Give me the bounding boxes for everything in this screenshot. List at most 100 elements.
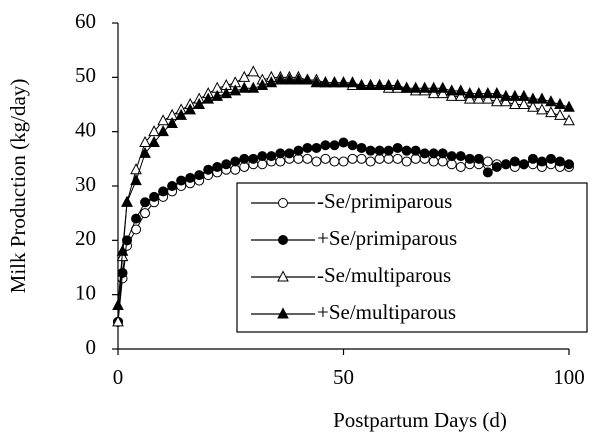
data-point (211, 89, 224, 101)
x-tick-label: 0 (113, 365, 124, 389)
data-point (518, 89, 530, 101)
legend-marker (278, 235, 288, 245)
data-point (481, 87, 494, 99)
data-point (437, 148, 448, 159)
data-point (238, 70, 251, 82)
data-point (301, 73, 314, 85)
data-point (427, 87, 440, 99)
data-point (545, 153, 556, 164)
data-point (275, 156, 286, 167)
data-point (311, 156, 322, 167)
data-point (428, 156, 439, 167)
data-point (338, 156, 349, 167)
data-point (194, 170, 205, 181)
data-point (554, 108, 566, 120)
y-tick-label: 40 (75, 117, 96, 141)
data-point (239, 153, 250, 164)
data-point (275, 148, 286, 159)
data-point (481, 92, 494, 104)
data-point (302, 153, 313, 164)
data-point (221, 159, 232, 170)
data-point (472, 87, 485, 99)
data-point (418, 81, 431, 93)
data-point (500, 159, 511, 170)
data-point (545, 106, 557, 118)
data-point (257, 151, 268, 162)
data-point (401, 156, 412, 167)
data-point (445, 84, 458, 96)
data-point (184, 103, 196, 115)
data-point (293, 145, 304, 156)
data-point (140, 197, 151, 208)
data-point (491, 95, 503, 107)
data-point (454, 89, 467, 101)
data-point (117, 267, 128, 278)
y-tick-label: 0 (86, 335, 97, 359)
data-point (427, 81, 440, 93)
data-point (347, 140, 358, 151)
data-point (238, 81, 251, 93)
legend-label: -Se/primiparous (317, 189, 452, 213)
data-point (130, 163, 142, 175)
data-point (509, 97, 521, 109)
data-point (139, 146, 151, 158)
data-point (365, 145, 376, 156)
legend-marker (277, 307, 289, 319)
data-point (374, 145, 385, 156)
data-point (248, 153, 259, 164)
data-point (382, 78, 395, 90)
data-point (355, 78, 368, 90)
data-point (292, 73, 305, 85)
data-point (149, 191, 160, 202)
data-point (518, 159, 529, 170)
data-point (121, 195, 133, 207)
data-point (220, 87, 233, 99)
data-point (148, 125, 160, 137)
data-point (229, 84, 242, 96)
data-point (112, 298, 124, 311)
data-point (329, 140, 340, 151)
data-point (131, 213, 142, 224)
data-point (454, 84, 467, 96)
data-point (509, 89, 521, 101)
data-point (509, 156, 520, 167)
data-point (482, 156, 493, 167)
data-point (139, 135, 151, 148)
data-point (157, 114, 169, 126)
data-point (166, 116, 178, 129)
data-point (202, 92, 215, 104)
data-point (116, 244, 129, 256)
data-point (437, 156, 448, 167)
x-tick-label: 100 (553, 365, 585, 389)
data-point (536, 92, 548, 104)
data-point (383, 145, 394, 156)
data-point (482, 167, 493, 178)
data-point (176, 175, 187, 186)
data-point (230, 156, 241, 167)
data-point (193, 97, 206, 109)
data-point (491, 87, 503, 99)
data-point (338, 137, 349, 148)
data-point (563, 114, 575, 126)
data-point (563, 100, 575, 112)
y-tick-label: 60 (75, 9, 96, 33)
data-point (328, 76, 341, 88)
data-point (536, 103, 548, 115)
data-point (112, 315, 124, 327)
data-point (265, 76, 278, 88)
data-point (392, 153, 403, 164)
data-point (203, 164, 214, 175)
data-point (518, 97, 530, 109)
legend-label: +Se/multiparous (317, 300, 456, 324)
legend-label: +Se/primiparous (317, 226, 457, 250)
data-point (410, 145, 421, 156)
data-point (428, 148, 439, 159)
data-point (419, 148, 430, 159)
data-point (527, 153, 538, 164)
data-point (256, 78, 269, 90)
data-point (346, 76, 359, 88)
data-point (436, 87, 449, 99)
data-point (391, 78, 404, 90)
legend-box (236, 182, 588, 333)
data-point (311, 142, 322, 153)
